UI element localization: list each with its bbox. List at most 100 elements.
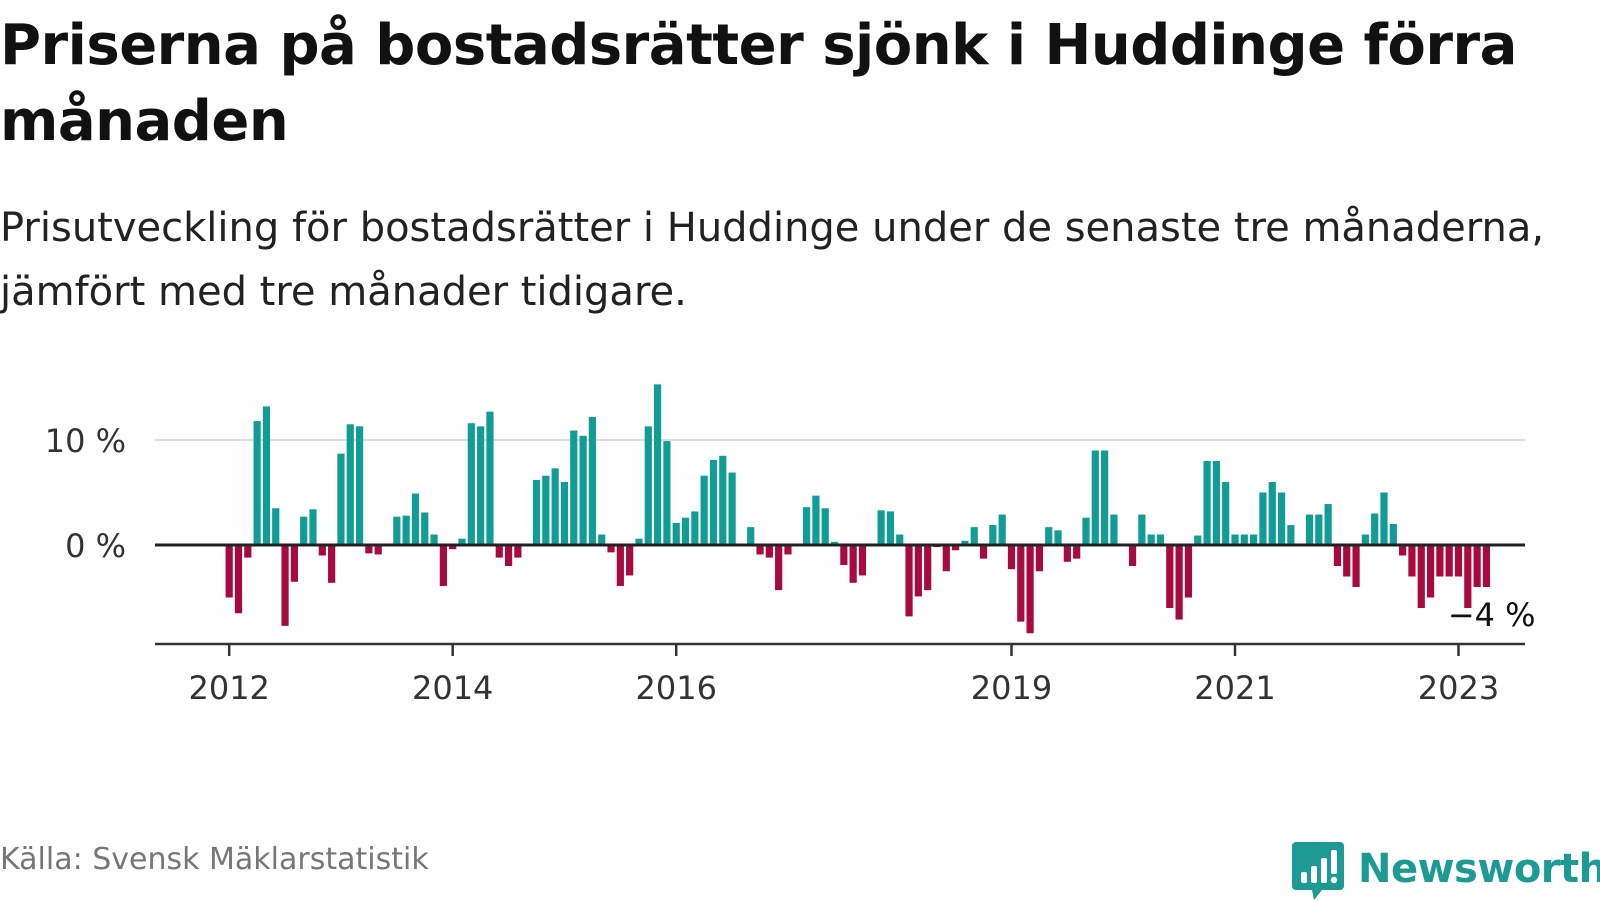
x-tick-label: 2021: [1194, 669, 1275, 707]
latest-value-label: −4 %: [1448, 596, 1536, 634]
bar: [1073, 545, 1081, 559]
bar: [1035, 545, 1044, 572]
bar: [877, 510, 885, 545]
bar: [1222, 482, 1230, 545]
bar: [1250, 534, 1258, 545]
chart-subtitle: Prisutveckling för bostadsrätter i Huddi…: [0, 205, 1545, 315]
bar: [1212, 461, 1220, 545]
bar: [1231, 534, 1239, 545]
bar: [653, 384, 662, 545]
bar: [1436, 545, 1444, 577]
bar: [477, 426, 485, 545]
bar: [849, 545, 857, 583]
bar: [393, 516, 401, 545]
x-tick-label: 2012: [188, 669, 269, 707]
bar: [1101, 450, 1109, 545]
bar: [1277, 492, 1286, 545]
x-tick-label: 2016: [635, 669, 716, 707]
bar: [1259, 492, 1267, 545]
chart-title: Priserna på bostadsrätter sjönk i Huddin…: [0, 13, 1517, 154]
bar: [700, 475, 708, 545]
bar: [1007, 545, 1016, 570]
bar: [728, 472, 736, 545]
bar: [719, 455, 727, 545]
bar: [1389, 524, 1397, 545]
bar: [1287, 525, 1295, 545]
bar: [1464, 545, 1472, 608]
bar: [300, 516, 308, 545]
bar: [663, 441, 671, 545]
bar: [1361, 534, 1369, 545]
y-tick-label: 10 %: [45, 422, 126, 460]
bar: [812, 495, 820, 545]
bar: [532, 479, 541, 545]
bar: [411, 493, 420, 545]
bar: [355, 426, 364, 545]
bar: [970, 527, 978, 545]
bar: [290, 545, 298, 582]
bar: [830, 541, 839, 545]
bar: [458, 538, 466, 545]
bar: [1054, 530, 1062, 545]
bar: [1184, 545, 1193, 598]
bar: [579, 435, 587, 545]
bar: [784, 545, 792, 555]
bar: [1445, 545, 1453, 577]
bar: [1352, 545, 1360, 587]
bar: [1045, 527, 1053, 545]
bar: [1194, 535, 1202, 545]
bar: [709, 459, 718, 545]
bar: [272, 508, 280, 545]
bar: [914, 545, 922, 597]
bar: [905, 545, 913, 617]
bar: [365, 545, 373, 554]
bar: [1305, 514, 1314, 545]
bar: [262, 406, 271, 545]
bar: [765, 545, 773, 558]
bar: [1371, 513, 1379, 545]
bar: [998, 514, 1006, 545]
bar: [1082, 517, 1090, 545]
bar: [681, 517, 690, 545]
bar: [1175, 545, 1183, 620]
x-tick-label: 2019: [971, 669, 1052, 707]
bar: [244, 545, 252, 558]
source-note: Källa: Svensk Mäklarstatistik: [0, 842, 429, 877]
bar: [542, 475, 550, 545]
bar: [775, 545, 783, 591]
bar: [309, 509, 317, 545]
bar: [886, 511, 895, 545]
bar: [486, 411, 494, 545]
bar: [514, 545, 522, 558]
bar: [421, 512, 429, 545]
bar: [961, 540, 969, 545]
bar: [598, 534, 606, 545]
bar: [1110, 514, 1118, 545]
bar: [756, 545, 764, 555]
bar: [1454, 545, 1463, 577]
bar: [672, 522, 680, 545]
bar: [504, 545, 513, 566]
bar: [979, 545, 988, 559]
bar: [1408, 545, 1416, 577]
bar: [1268, 482, 1276, 545]
y-tick-label: 0 %: [65, 527, 126, 565]
bar: [374, 545, 382, 555]
bar: [942, 545, 950, 572]
bar: [1333, 545, 1342, 566]
bar: [644, 426, 652, 545]
bar: [1138, 514, 1146, 545]
bar: [346, 424, 354, 545]
bar: [495, 545, 503, 558]
bar: [1203, 461, 1211, 545]
bar: [626, 545, 634, 576]
bar: [858, 545, 867, 576]
bar: [1343, 545, 1351, 577]
bars-layer: [225, 384, 1491, 634]
x-tick-label: 2023: [1418, 669, 1499, 707]
bar: [253, 421, 261, 545]
bar: [803, 507, 811, 545]
bar: [1417, 545, 1425, 608]
bar: [281, 545, 289, 626]
bar: [1147, 534, 1155, 545]
